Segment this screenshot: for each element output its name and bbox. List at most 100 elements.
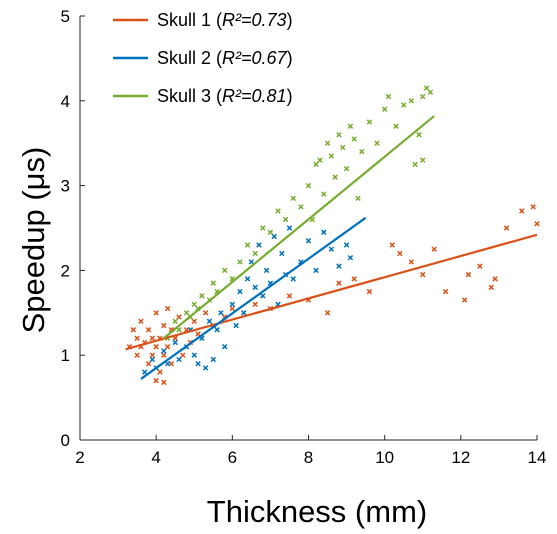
x-tick-label: 12	[451, 448, 470, 467]
data-point	[149, 352, 156, 358]
data-point	[153, 343, 159, 350]
data-point	[199, 293, 205, 299]
data-point	[431, 246, 437, 252]
y-tick-label: 4	[61, 92, 70, 111]
data-point	[408, 98, 415, 104]
data-point	[408, 259, 415, 265]
y-tick-label: 1	[61, 346, 70, 365]
data-point	[229, 305, 236, 312]
data-point	[248, 259, 255, 265]
data-point	[161, 322, 167, 329]
data-point	[324, 140, 331, 146]
data-point	[252, 284, 258, 291]
data-point	[351, 276, 357, 282]
data-point	[385, 93, 392, 100]
data-point	[347, 254, 354, 261]
data-point	[321, 191, 327, 197]
data-point	[176, 314, 182, 320]
data-point	[427, 89, 434, 96]
data-point	[321, 229, 327, 235]
data-point	[400, 102, 407, 108]
fit-line-series-1	[125, 233, 538, 351]
data-point	[260, 225, 266, 231]
data-point	[420, 93, 426, 100]
data-point	[530, 204, 536, 210]
data-point	[233, 322, 239, 329]
data-point	[347, 123, 354, 129]
data-point	[412, 161, 418, 168]
data-point	[183, 310, 190, 316]
data-point	[161, 348, 167, 354]
data-point	[351, 136, 357, 142]
y-axis-title: Speedup (μs)	[16, 147, 51, 334]
data-point	[161, 379, 167, 386]
data-point	[164, 305, 171, 312]
x-tick-label: 2	[75, 448, 84, 467]
data-point	[241, 310, 247, 316]
data-point	[202, 310, 209, 316]
series-2-points	[142, 225, 354, 375]
data-point	[461, 297, 468, 303]
data-point	[256, 242, 262, 248]
data-point	[252, 250, 258, 257]
data-point	[195, 360, 201, 367]
x-tick-label: 14	[528, 448, 547, 467]
y-tick-label: 3	[61, 177, 70, 196]
data-point	[164, 343, 171, 350]
data-point	[244, 276, 251, 282]
data-point	[267, 229, 274, 235]
data-point	[260, 293, 266, 299]
x-tick-label: 8	[304, 448, 313, 467]
data-point	[134, 352, 140, 358]
data-point	[161, 352, 167, 358]
data-point	[279, 250, 285, 257]
data-point	[191, 301, 197, 308]
data-point	[195, 331, 201, 337]
data-point	[282, 216, 289, 223]
data-point	[286, 225, 293, 231]
data-point	[286, 293, 293, 299]
data-point	[420, 271, 426, 278]
data-point	[313, 161, 319, 168]
data-point	[176, 356, 182, 363]
data-point	[206, 318, 213, 325]
data-point	[328, 153, 335, 159]
data-point	[313, 267, 319, 274]
x-axis-title: Thickness (mm)	[207, 494, 427, 529]
data-point	[172, 318, 178, 325]
data-point	[305, 237, 312, 244]
data-point	[343, 165, 350, 172]
legend: Skull 1 (R²=0.73) Skull 2 (R²=0.67) Skull …	[113, 10, 293, 106]
data-point	[340, 144, 346, 151]
data-point	[534, 221, 540, 227]
data-point	[271, 233, 277, 240]
data-point	[142, 369, 148, 375]
data-point	[145, 360, 152, 367]
x-tick-label: 4	[151, 448, 160, 467]
data-point	[149, 335, 156, 341]
data-point	[336, 131, 342, 138]
data-point	[492, 276, 498, 282]
data-point	[343, 242, 350, 248]
data-point	[202, 365, 209, 371]
data-point	[145, 327, 152, 333]
data-point	[191, 318, 197, 325]
data-point	[324, 310, 331, 316]
data-point	[191, 352, 197, 358]
data-point	[210, 280, 217, 286]
data-point	[252, 301, 258, 308]
y-tick-label: 0	[61, 431, 70, 450]
data-point	[503, 225, 510, 231]
x-tick-label: 6	[228, 448, 237, 467]
data-point	[389, 242, 396, 248]
data-point	[237, 259, 243, 265]
data-point	[397, 250, 403, 257]
legend-label-3: Skull 3 (R²=0.81)	[157, 86, 293, 106]
data-point	[221, 343, 228, 350]
data-point	[381, 106, 388, 113]
data-point	[298, 204, 304, 210]
data-point	[336, 263, 342, 269]
data-point	[420, 157, 426, 163]
data-point	[336, 280, 342, 286]
data-point	[290, 195, 296, 202]
